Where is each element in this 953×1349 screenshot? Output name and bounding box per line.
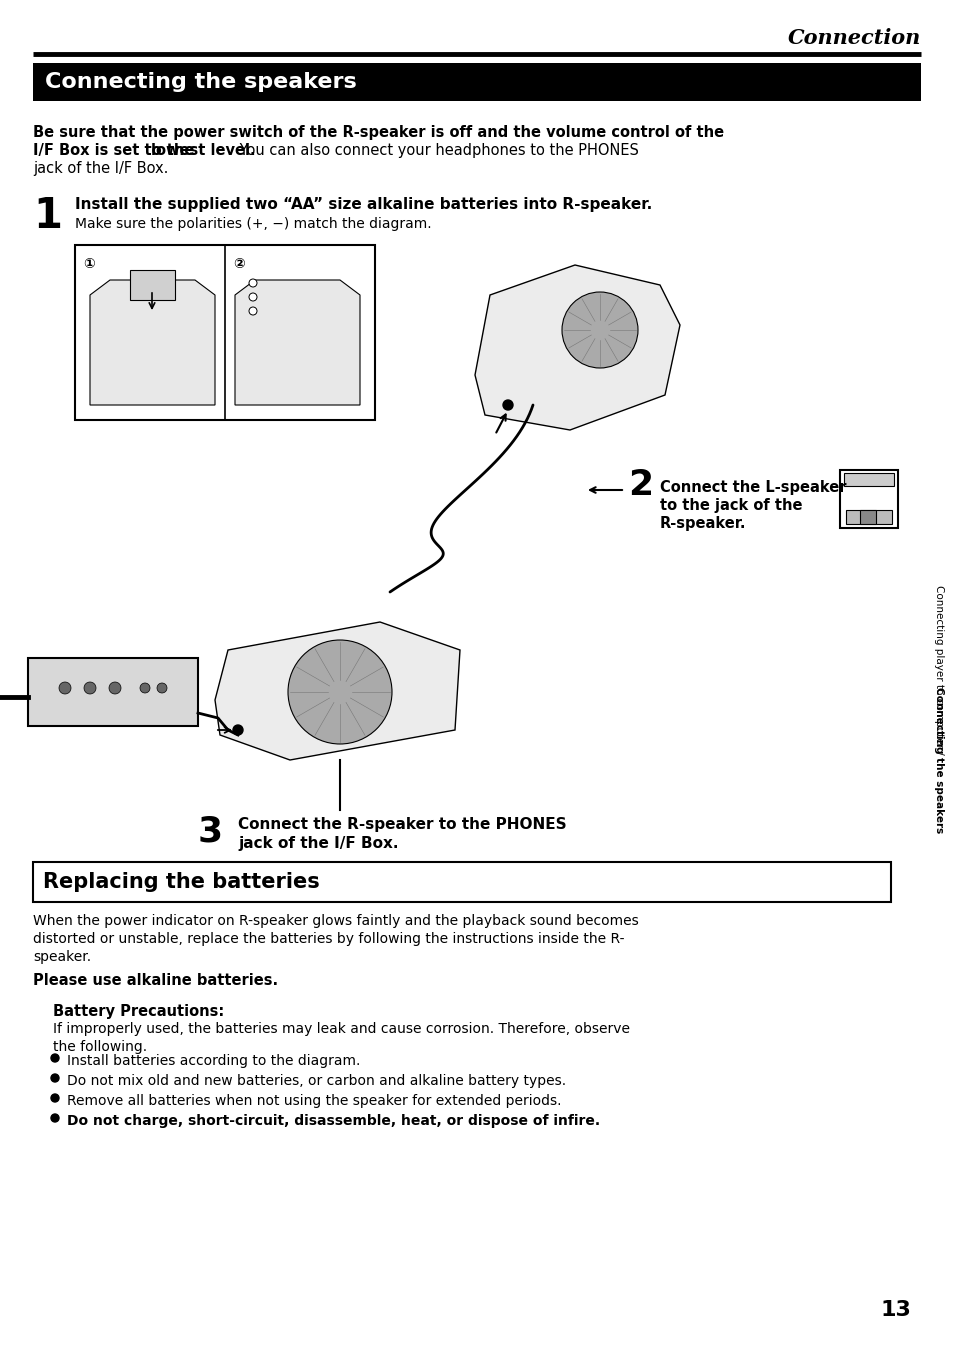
Circle shape	[502, 401, 513, 410]
Circle shape	[51, 1074, 59, 1082]
Text: Remove all batteries when not using the speaker for extended periods.: Remove all batteries when not using the …	[67, 1094, 561, 1108]
Bar	[130, 270, 174, 299]
Bar	[33, 63, 920, 101]
Text: When the power indicator on R-speaker glows faintly and the playback sound becom: When the power indicator on R-speaker gl…	[33, 915, 639, 928]
Circle shape	[140, 683, 150, 693]
Bar	[75, 246, 375, 420]
Text: the following.: the following.	[53, 1040, 147, 1054]
Bar	[840, 469, 897, 527]
FancyBboxPatch shape	[28, 658, 198, 726]
Text: R-speaker.: R-speaker.	[659, 517, 745, 532]
Text: Install batteries according to the diagram.: Install batteries according to the diagr…	[67, 1054, 360, 1068]
Text: jack of the I/F Box.: jack of the I/F Box.	[237, 836, 398, 851]
Circle shape	[249, 279, 256, 287]
Circle shape	[51, 1094, 59, 1102]
Circle shape	[288, 639, 392, 745]
Text: You can also connect your headphones to the PHONES: You can also connect your headphones to …	[234, 143, 639, 158]
Circle shape	[84, 683, 96, 693]
Circle shape	[51, 1114, 59, 1122]
Text: ②: ②	[233, 258, 245, 271]
Circle shape	[157, 683, 167, 693]
Text: 1: 1	[33, 196, 62, 237]
Text: Install the supplied two “AA” size alkaline batteries into R-speaker.: Install the supplied two “AA” size alkal…	[75, 197, 652, 212]
Text: jack of the I/F Box.: jack of the I/F Box.	[33, 161, 168, 175]
Circle shape	[51, 1054, 59, 1062]
Text: Make sure the polarities (+, −) match the diagram.: Make sure the polarities (+, −) match th…	[75, 217, 431, 231]
Text: Battery Precautions:: Battery Precautions:	[53, 1004, 224, 1018]
Bar	[33, 862, 890, 902]
Text: Connection: Connection	[787, 28, 920, 49]
Text: 13: 13	[880, 1300, 910, 1321]
Polygon shape	[214, 622, 459, 759]
Text: Connecting the speakers: Connecting the speakers	[933, 687, 943, 834]
Circle shape	[249, 308, 256, 316]
Polygon shape	[90, 281, 214, 405]
Text: Connecting the speakers: Connecting the speakers	[45, 71, 356, 92]
Text: I/F Box is set to the: I/F Box is set to the	[33, 143, 199, 158]
Text: Replacing the batteries: Replacing the batteries	[43, 871, 319, 892]
Text: speaker.: speaker.	[33, 950, 91, 965]
Text: ①: ①	[83, 258, 94, 271]
Text: lowest level.: lowest level.	[151, 143, 255, 158]
Circle shape	[249, 293, 256, 301]
Polygon shape	[475, 264, 679, 430]
Text: Connect the L-speaker: Connect the L-speaker	[659, 480, 845, 495]
Text: 2: 2	[627, 468, 653, 502]
Circle shape	[59, 683, 71, 693]
Text: 3: 3	[198, 815, 223, 849]
Bar	[843, 473, 893, 486]
Text: If improperly used, the batteries may leak and cause corrosion. Therefore, obser: If improperly used, the batteries may le…	[53, 1023, 629, 1036]
Circle shape	[233, 724, 243, 735]
Polygon shape	[234, 281, 359, 405]
Text: distorted or unstable, replace the batteries by following the instructions insid: distorted or unstable, replace the batte…	[33, 932, 624, 946]
Text: Be sure that the power switch of the R-speaker is off and the volume control of : Be sure that the power switch of the R-s…	[33, 125, 723, 140]
Circle shape	[109, 683, 121, 693]
Bar	[845, 510, 891, 523]
Bar	[859, 510, 875, 523]
Text: to the jack of the: to the jack of the	[659, 498, 801, 513]
Text: Please use alkaline batteries.: Please use alkaline batteries.	[33, 973, 278, 987]
Text: Do not charge, short-circuit, disassemble, heat, or dispose of infire.: Do not charge, short-circuit, disassembl…	[67, 1114, 599, 1128]
Circle shape	[561, 291, 638, 368]
Text: Do not mix old and new batteries, or carbon and alkaline battery types.: Do not mix old and new batteries, or car…	[67, 1074, 565, 1089]
Text: Connecting player to computer /: Connecting player to computer /	[933, 585, 943, 755]
Text: Connect the R-speaker to the PHONES: Connect the R-speaker to the PHONES	[237, 817, 566, 832]
